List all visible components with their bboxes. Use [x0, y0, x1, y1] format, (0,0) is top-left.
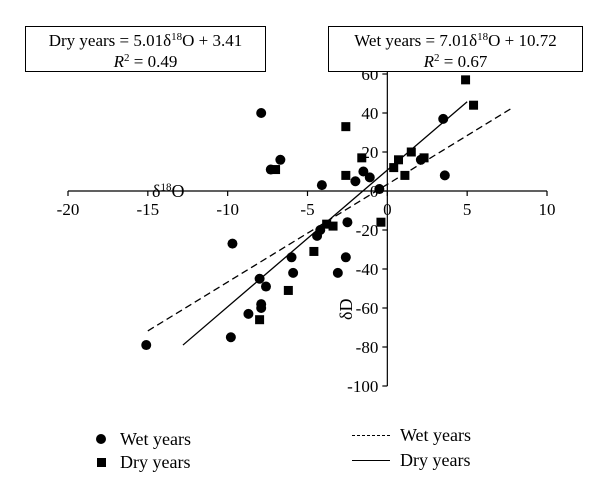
legend-label-dry-points: Dry years — [120, 451, 191, 472]
dry-years-point — [341, 170, 351, 180]
x-tick-label: 0 — [383, 200, 392, 219]
wet-years-point — [332, 267, 343, 278]
wet-years-point — [256, 299, 267, 310]
legend-label-dry-line: Dry years — [400, 449, 471, 470]
y-tick-label: -100 — [347, 377, 378, 396]
wet-years-point — [340, 252, 351, 263]
y-tick-label: -20 — [356, 221, 379, 240]
wet-years-point — [438, 113, 449, 124]
x-tick-label: -15 — [136, 200, 159, 219]
dry-r2-value: = 0.49 — [129, 52, 178, 71]
dry-years-point — [469, 100, 479, 110]
legend-square-marker — [97, 457, 106, 467]
legend-item-dry-points: Dry years — [97, 451, 190, 473]
x-tick-label: 10 — [539, 200, 556, 219]
legend-item-dry-line: Dry years — [352, 449, 470, 471]
legend-dashed-line — [352, 434, 390, 436]
wet-equation-line: Wet years = 7.01δ18O + 10.72 — [329, 30, 582, 51]
legend-circle-marker — [96, 434, 106, 444]
wet-years-point — [288, 267, 299, 278]
dry-years-point — [400, 170, 410, 180]
dry-years-point — [255, 315, 265, 325]
x-tick-label: -20 — [57, 200, 80, 219]
wet-years-point — [141, 340, 152, 351]
wet-years-point — [286, 252, 297, 263]
x-axis-title-suffix: O — [171, 181, 185, 201]
wet-years-point — [342, 217, 353, 228]
y-tick-label: 0 — [370, 182, 379, 201]
data-points — [141, 75, 479, 351]
wet-eq-suffix: O + 10.72 — [488, 31, 557, 50]
legend-solid-line — [352, 459, 390, 461]
axes — [67, 34, 548, 387]
wet-r2-line: R2 = 0.67 — [329, 51, 582, 72]
wet-equation-box: Wet years = 7.01δ18O + 10.72 R2 = 0.67 — [328, 26, 583, 72]
wet-eq-prefix: Wet years = 7.01δ — [354, 31, 478, 50]
wet-years-point — [350, 176, 361, 187]
dry-equation-line: Dry years = 5.01δ18O + 3.41 — [26, 30, 265, 51]
wet-years-point — [227, 238, 238, 249]
y-tick-label: -40 — [356, 260, 379, 279]
wet-years-point — [260, 281, 271, 292]
wet-r2-label: R — [423, 52, 435, 71]
dry-years-point — [406, 147, 416, 157]
x-tick-label: -5 — [300, 200, 314, 219]
x-tick-label: -10 — [216, 200, 239, 219]
wet-years-point — [254, 273, 265, 284]
dry-years-point — [389, 163, 399, 173]
dry-equation-box: Dry years = 5.01δ18O + 3.41 R2 = 0.49 — [25, 26, 266, 72]
legend-label-wet-line: Wet years — [400, 424, 472, 445]
x-tick-label: 5 — [463, 200, 472, 219]
dry-years-point — [322, 219, 332, 229]
dry-r2-label: R — [113, 52, 125, 71]
dry-years-point — [357, 153, 367, 163]
dry-years-point — [271, 165, 281, 175]
y-tick-label: -80 — [356, 338, 379, 357]
wet-r2-sup: 2 — [434, 51, 440, 64]
x-axis-title-sup: 18 — [160, 181, 172, 194]
wet-years-point — [275, 154, 286, 165]
dry-years-point — [419, 153, 429, 163]
wet-years-point — [364, 172, 375, 183]
legend-label-wet-points: Wet years — [120, 428, 192, 449]
dry-years-point — [283, 285, 293, 295]
dry-years-point — [341, 122, 351, 132]
x-axis-title-prefix: δ — [152, 181, 161, 201]
x-axis-title: δ18O — [152, 181, 184, 202]
legend-item-wet-line: Wet years — [352, 424, 471, 446]
dry-eq-prefix: Dry years = 5.01δ — [48, 31, 172, 50]
y-axis-title: δD — [336, 299, 357, 320]
dry-eq-suffix: O + 3.41 — [182, 31, 243, 50]
dry-years-point — [328, 221, 338, 231]
wet-years-point — [243, 308, 254, 319]
dry-years-point — [309, 246, 319, 256]
wet-years-point — [316, 180, 327, 191]
wet-years-point — [225, 332, 236, 343]
dry-years-point — [376, 217, 386, 227]
dry-r2-sup: 2 — [124, 51, 130, 64]
wet-years-point — [358, 166, 369, 177]
legend-item-wet-points: Wet years — [96, 428, 191, 450]
wet-r2-value: = 0.67 — [439, 52, 488, 71]
dry-r2-line: R2 = 0.49 — [26, 51, 265, 72]
wet-years-point — [256, 108, 267, 118]
dry-eq-sup: 18 — [171, 30, 183, 43]
dry-years-point — [461, 75, 471, 85]
wet-years-point — [374, 184, 385, 195]
wet-eq-sup: 18 — [477, 30, 489, 43]
wet-years-point — [439, 170, 450, 181]
y-tick-label: -60 — [356, 299, 379, 318]
dry-years-point — [394, 155, 404, 165]
y-tick-label: 40 — [361, 104, 378, 123]
y-axis-title-text: δD — [336, 298, 356, 320]
